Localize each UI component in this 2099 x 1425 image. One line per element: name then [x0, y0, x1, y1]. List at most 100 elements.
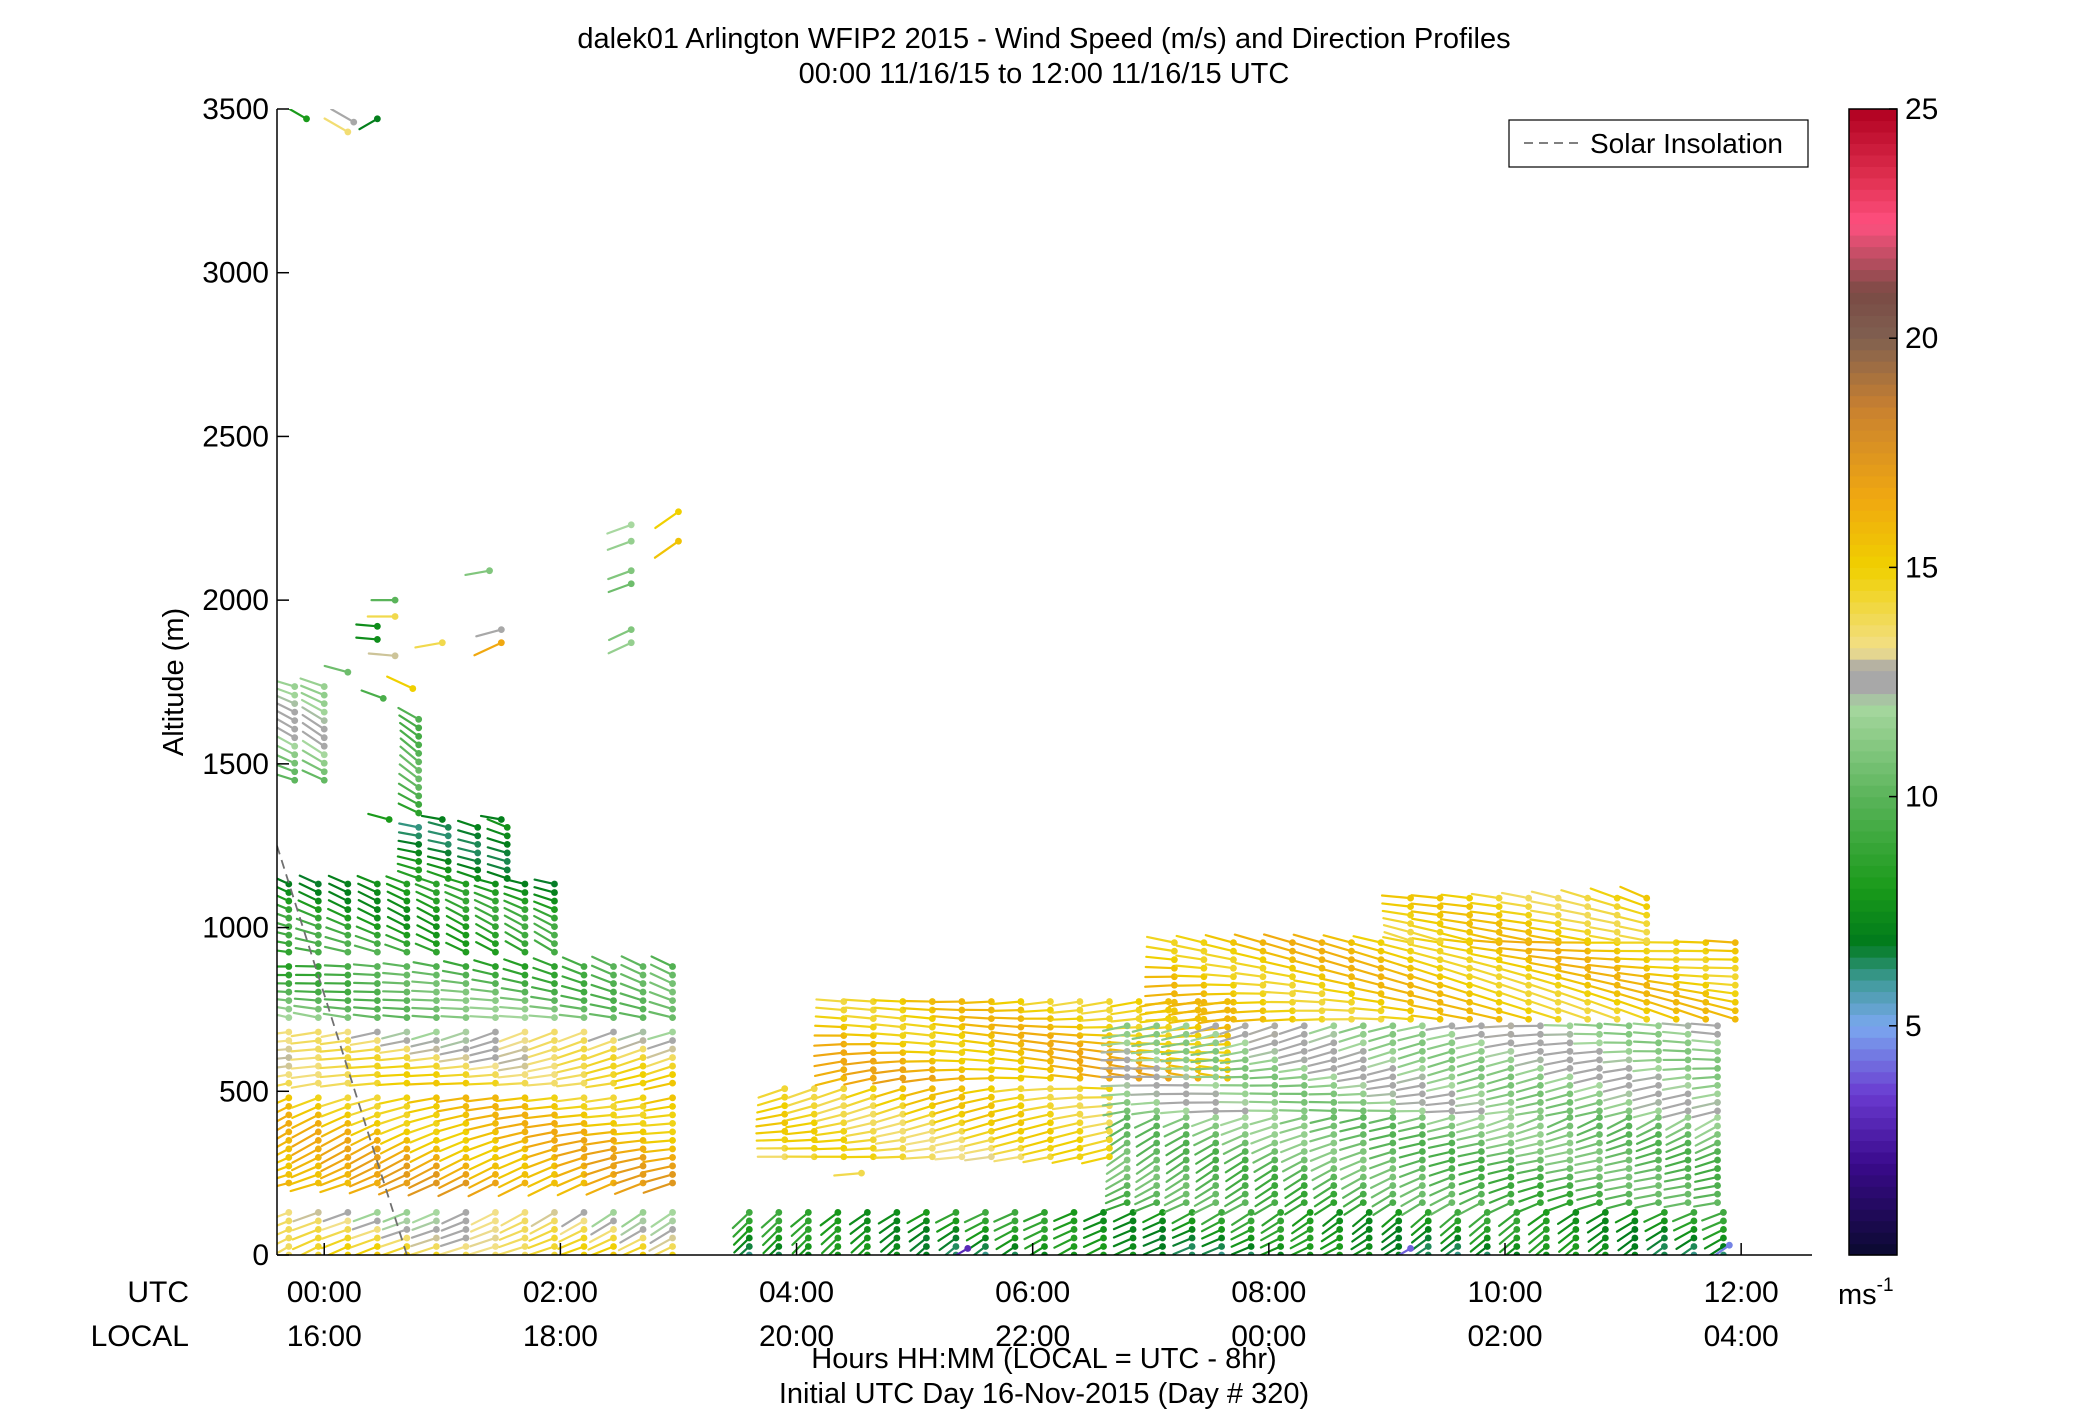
wind-barb-point: [1625, 1190, 1633, 1198]
wind-barb-shaft: [1160, 1050, 1188, 1056]
wind-barb-shaft: [1662, 1049, 1690, 1053]
wind-barb-point: [1123, 1131, 1131, 1138]
wind-barb-point: [1017, 1049, 1025, 1057]
wind-barb-shaft: [965, 1228, 987, 1242]
wind-barb-shaft: [1530, 983, 1560, 995]
wind-barb-shaft: [1021, 1130, 1052, 1140]
wind-barb-shaft: [962, 1048, 993, 1054]
wind-barb-point: [1212, 1182, 1220, 1189]
wind-barb-point: [669, 1045, 676, 1053]
wind-barb-point: [1572, 1251, 1580, 1255]
wind-barb-shaft: [277, 1130, 290, 1140]
wind-barb-shaft: [301, 721, 326, 739]
wind-barb-shaft: [1381, 995, 1412, 1004]
wind-barb-shaft: [475, 931, 497, 945]
wind-barb-point: [1182, 1173, 1190, 1181]
wind-barb-shaft: [561, 1211, 586, 1228]
wind-barb-shaft: [1142, 1228, 1164, 1239]
wind-barb-shaft: [1023, 1211, 1046, 1223]
wind-barb-shaft: [991, 1076, 1022, 1080]
wind-barb-shaft: [290, 1073, 320, 1080]
y-tick-label: 3000: [202, 257, 269, 290]
wind-barb-point: [1714, 1022, 1721, 1030]
wind-barb-shaft: [606, 523, 633, 535]
wind-barb-point: [551, 1014, 558, 1022]
wind-barb-shaft: [527, 1236, 556, 1250]
wind-barb-shaft: [529, 1219, 556, 1235]
wind-barb-point: [1300, 1099, 1308, 1106]
wind-barb-point: [1525, 998, 1533, 1006]
wind-barb-shaft: [1322, 958, 1353, 970]
wind-barb-shaft: [1130, 1101, 1158, 1106]
wind-barb-shaft: [411, 1006, 438, 1011]
wind-barb-shaft: [398, 763, 420, 781]
wind-barb-point: [285, 1102, 293, 1110]
wind-barb-point: [982, 1226, 989, 1233]
wind-barb-shaft: [300, 691, 326, 705]
wind-barb-shaft: [1527, 1211, 1548, 1227]
wind-barb-shaft: [1050, 1017, 1082, 1021]
wind-barb-shaft: [467, 1181, 497, 1198]
wind-barb-point: [462, 931, 470, 939]
wind-barb-shaft: [1339, 1141, 1365, 1151]
wind-barb-shaft: [1470, 892, 1501, 900]
wind-barb-shaft: [844, 998, 875, 1003]
wind-barb-shaft: [558, 1013, 586, 1019]
wind-barb-point: [580, 1226, 588, 1233]
wind-barb-point: [1271, 1156, 1279, 1164]
wind-barb-shaft: [1616, 971, 1648, 978]
wind-barb-shaft: [1603, 1031, 1631, 1036]
wind-barb-point: [1513, 1234, 1521, 1242]
wind-barb-point: [314, 923, 322, 930]
wind-barb-point: [1601, 1234, 1609, 1242]
wind-barb-shaft: [1589, 992, 1619, 1004]
colorbar-slice: [1849, 406, 1897, 420]
wind-barb-shaft: [291, 1147, 320, 1164]
wind-barb-point: [639, 1045, 647, 1053]
wind-barb-shaft: [614, 1105, 645, 1111]
wind-barb-point: [1477, 1114, 1485, 1121]
wind-barb-point: [1200, 964, 1208, 972]
wind-barb-shaft: [1661, 1022, 1690, 1027]
wind-barb-shaft: [1161, 1033, 1188, 1041]
wind-barb-shaft: [319, 1056, 349, 1061]
wind-barb-point: [1017, 1093, 1025, 1101]
wind-barb-point: [1584, 928, 1592, 936]
wind-barb-shaft: [1336, 1253, 1341, 1255]
wind-barb-shaft: [475, 941, 497, 954]
wind-barb-shaft: [993, 1211, 1017, 1223]
wind-barb-point: [462, 1137, 470, 1144]
wind-barb-shaft: [1233, 1001, 1265, 1005]
wind-barb-shaft: [639, 1253, 645, 1255]
wind-barb-point: [1259, 964, 1267, 972]
wind-barb-shaft: [790, 1211, 810, 1228]
wind-barb-shaft: [504, 931, 527, 945]
wind-barb-point: [344, 880, 352, 888]
wind-barb-point: [1596, 1122, 1603, 1130]
wind-barb-point: [1625, 1107, 1633, 1115]
wind-barb-point: [314, 948, 322, 956]
wind-barb-shaft: [327, 907, 349, 920]
wind-barb-shaft: [497, 1064, 527, 1072]
wind-barb-shaft: [426, 862, 450, 872]
wind-barb-shaft: [1633, 1184, 1660, 1191]
wind-barb-shaft: [1144, 1009, 1176, 1014]
wind-barb-point: [669, 1094, 676, 1102]
wind-barb-shaft: [1307, 1075, 1335, 1082]
wind-barb-point: [1418, 1056, 1426, 1064]
wind-barb-shaft: [1368, 1116, 1394, 1124]
wind-barb-point: [1259, 973, 1267, 981]
wind-barb-shaft: [1663, 1175, 1690, 1183]
wind-barb-point: [415, 732, 423, 740]
wind-barb-point: [580, 1171, 588, 1178]
wind-barb-shaft: [1112, 1219, 1135, 1231]
wind-barb-shaft: [292, 1211, 320, 1223]
wind-barb-shaft: [1647, 1000, 1678, 1012]
wind-barb-shaft: [1440, 893, 1471, 900]
wind-barb-shaft: [1395, 1084, 1424, 1092]
wind-barb-point: [781, 1144, 789, 1152]
wind-barb-point: [1625, 1073, 1633, 1081]
wind-barb-point: [1596, 1022, 1603, 1030]
wind-barb-point: [1436, 956, 1444, 964]
